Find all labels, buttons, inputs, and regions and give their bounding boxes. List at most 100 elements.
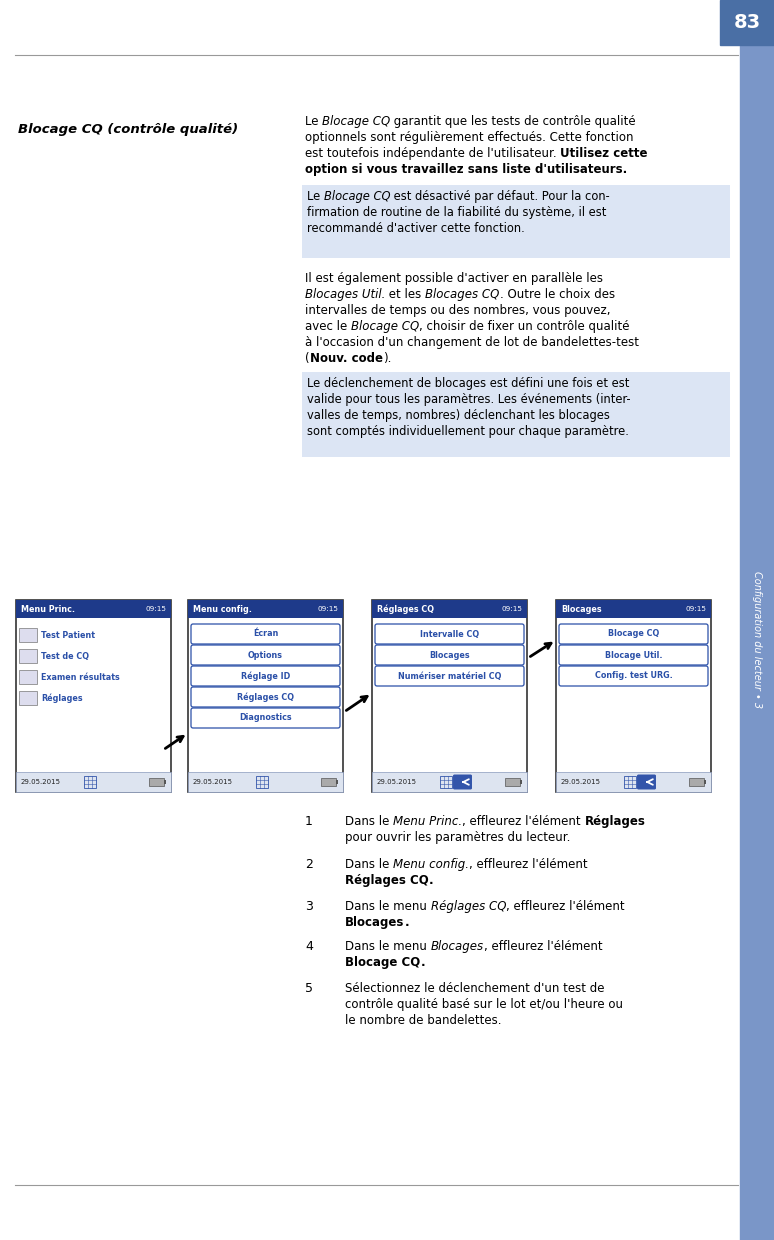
Text: le nombre de bandelettes.: le nombre de bandelettes. [345,1014,502,1027]
Text: Intervalle CQ: Intervalle CQ [420,630,479,639]
Text: 29.05.2015: 29.05.2015 [561,779,601,785]
Text: , choisir de fixer un contrôle qualité: , choisir de fixer un contrôle qualité [420,320,630,334]
Text: Options: Options [248,651,283,660]
Text: Le: Le [305,115,322,128]
Text: Menu config.: Menu config. [393,858,469,870]
Text: Menu Princ.: Menu Princ. [393,815,462,828]
FancyBboxPatch shape [191,624,340,644]
Text: , effleurez l'élément: , effleurez l'élément [469,858,587,870]
Bar [556,773,711,792]
Text: 83: 83 [734,12,761,31]
Text: Sélectionnez le déclenchement d'un test de: Sélectionnez le déclenchement d'un test … [345,982,604,994]
Text: Blocage CQ: Blocage CQ [345,956,420,968]
Bar [188,773,343,792]
Bar [255,776,268,787]
Text: recommandé d'activer cette fonction.: recommandé d'activer cette fonction. [307,222,525,236]
Text: Réglages: Réglages [41,693,83,703]
Text: Dans le menu: Dans le menu [345,900,430,913]
Text: à l'occasion d'un changement de lot de bandelettes-test: à l'occasion d'un changement de lot de b… [305,336,639,348]
Text: Nouv. code: Nouv. code [310,352,382,365]
FancyBboxPatch shape [375,666,524,686]
Text: Blocages: Blocages [345,916,404,929]
Bar [556,600,711,792]
Text: Blocage Util.: Blocage Util. [604,651,663,660]
Bar [302,372,730,458]
Text: ).: ). [382,352,391,365]
Text: Blocages: Blocages [430,651,470,660]
Bar [16,600,171,618]
Bar [16,600,171,792]
Text: Écran: Écran [253,630,278,639]
Bar [505,777,520,786]
FancyBboxPatch shape [559,624,708,644]
Text: Blocage CQ: Blocage CQ [324,190,390,203]
Text: pour ouvrir les paramètres du lecteur.: pour ouvrir les paramètres du lecteur. [345,831,570,844]
FancyBboxPatch shape [191,645,340,665]
Text: , effleurez l'élément: , effleurez l'élément [462,815,584,828]
Text: valide pour tous les paramètres. Les événements (inter-: valide pour tous les paramètres. Les évé… [307,393,631,405]
Text: Examen résultats: Examen résultats [41,672,120,682]
Bar [149,777,164,786]
Text: Il est également possible d'activer en parallèle les: Il est également possible d'activer en p… [305,272,603,285]
Text: 29.05.2015: 29.05.2015 [377,779,417,785]
Text: 29.05.2015: 29.05.2015 [21,779,61,785]
Bar [19,670,37,684]
Text: garantit que les tests de contrôle qualité: garantit que les tests de contrôle quali… [391,115,636,128]
Bar [689,777,704,786]
Text: valles de temps, nombres) déclenchant les blocages: valles de temps, nombres) déclenchant le… [307,409,610,422]
Text: Blocage CQ (contrôle qualité): Blocage CQ (contrôle qualité) [18,123,238,136]
Text: Réglage ID: Réglage ID [241,671,290,681]
Bar [19,649,37,663]
Bar [302,185,730,258]
Text: , effleurez l'élément: , effleurez l'élément [484,940,602,954]
Bar [720,0,774,45]
Text: Réglages CQ: Réglages CQ [237,692,294,702]
Text: 09:15: 09:15 [501,606,522,613]
Text: est toutefois indépendante de l'utilisateur.: est toutefois indépendante de l'utilisat… [305,148,560,160]
Bar [372,600,527,618]
Text: Test Patient: Test Patient [41,630,95,640]
Bar [440,776,451,787]
Text: 29.05.2015: 29.05.2015 [193,779,233,785]
Bar [188,600,343,618]
Text: Dans le: Dans le [345,815,393,828]
Text: .: . [429,874,433,887]
FancyBboxPatch shape [638,775,656,789]
Bar [321,777,336,786]
Text: Réglages CQ: Réglages CQ [377,604,434,614]
FancyBboxPatch shape [454,775,471,789]
FancyBboxPatch shape [191,708,340,728]
Text: . Outre le choix des: . Outre le choix des [500,288,615,301]
Text: .: . [420,956,425,968]
Text: Numériser matériel CQ: Numériser matériel CQ [398,672,502,681]
Bar [336,780,338,784]
Text: Blocages Util.: Blocages Util. [305,288,385,301]
Text: 3: 3 [305,900,313,913]
Bar [624,776,635,787]
FancyBboxPatch shape [559,666,708,686]
Bar [19,691,37,706]
Text: Blocages: Blocages [561,605,601,614]
Text: 09:15: 09:15 [145,606,166,613]
Text: est désactivé par défaut. Pour la con-: est désactivé par défaut. Pour la con- [390,190,610,203]
Bar [372,600,527,792]
Text: 1: 1 [305,815,313,828]
Text: Réglages CQ: Réglages CQ [430,900,506,913]
Text: Le: Le [307,190,324,203]
FancyBboxPatch shape [559,645,708,665]
Text: Blocages: Blocages [430,940,484,954]
FancyBboxPatch shape [191,687,340,707]
Text: Le déclenchement de blocages est défini une fois et est: Le déclenchement de blocages est défini … [307,377,629,391]
Bar [556,600,711,618]
Text: firmation de routine de la fiabilité du système, il est: firmation de routine de la fiabilité du … [307,206,606,219]
Text: Menu Princ.: Menu Princ. [21,605,75,614]
Text: sont comptés individuellement pour chaque paramètre.: sont comptés individuellement pour chaqu… [307,425,628,438]
Text: Configuration du lecteur • 3: Configuration du lecteur • 3 [752,572,762,708]
Text: , effleurez l'élément: , effleurez l'élément [506,900,625,913]
Bar [19,627,37,642]
Text: Dans le menu: Dans le menu [345,940,430,954]
Text: 09:15: 09:15 [685,606,706,613]
Text: Config. test URG.: Config. test URG. [594,672,673,681]
Bar [84,776,95,787]
Text: Blocage CQ: Blocage CQ [608,630,659,639]
